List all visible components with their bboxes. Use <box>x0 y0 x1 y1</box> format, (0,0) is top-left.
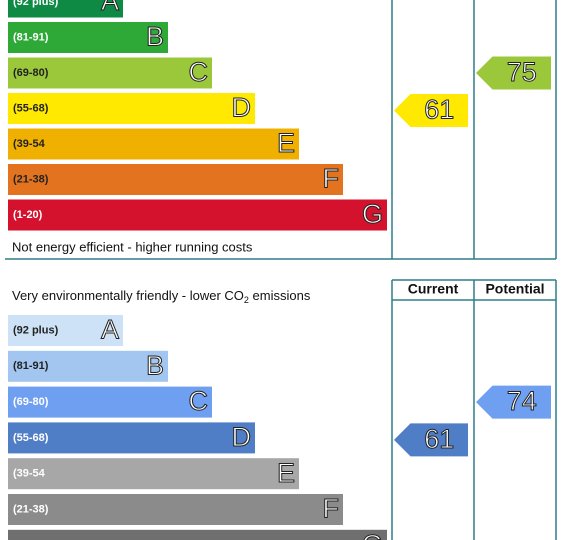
band-range: (69-80) <box>13 67 49 79</box>
intro-text: Very environmentally friendly - lower CO <box>12 288 244 303</box>
band-letter: F <box>323 164 340 194</box>
band-letter: D <box>232 93 252 123</box>
column-header: Current <box>408 281 459 297</box>
band-range: (21-38) <box>13 503 49 515</box>
band-letter: G <box>362 529 383 540</box>
potential-arrow <box>476 385 551 419</box>
environmental-frame <box>391 279 557 540</box>
footer-note: Not energy efficient - higher running co… <box>12 239 253 254</box>
column-header: Potential <box>485 281 544 297</box>
current-arrow-value: 61 <box>424 95 454 125</box>
band-range: (1-20) <box>13 209 43 221</box>
band-range: (55-68) <box>13 102 49 114</box>
intro-subscript: 2 <box>244 295 249 305</box>
rating-band <box>8 529 387 540</box>
rating-band <box>8 386 212 418</box>
rating-band <box>8 199 387 231</box>
band-letter: A <box>101 315 119 345</box>
band-letter: A <box>101 0 119 16</box>
band-range: (92 plus) <box>13 324 59 336</box>
band-letter: C <box>189 57 209 87</box>
rating-band <box>8 422 255 454</box>
band-letter: B <box>146 22 164 52</box>
band-letter: B <box>146 350 164 380</box>
band-range: (81-91) <box>13 31 49 43</box>
current-arrow <box>394 94 468 127</box>
rating-band <box>8 458 299 490</box>
rating-band <box>8 93 255 124</box>
band-range: (39-54 <box>13 468 46 480</box>
energy-frame <box>5 0 557 260</box>
band-letter: E <box>277 128 295 158</box>
intro-text: emissions <box>249 288 311 303</box>
rating-band <box>8 494 343 525</box>
band-letter: D <box>232 422 252 452</box>
band-range: (69-80) <box>13 396 49 408</box>
band-letter: F <box>323 494 340 524</box>
potential-arrow-value: 74 <box>507 386 537 416</box>
current-arrow <box>394 423 468 457</box>
rating-band <box>8 350 168 382</box>
band-range: (92 plus) <box>13 0 59 8</box>
band-range: (21-38) <box>13 173 49 185</box>
band-letter: C <box>189 386 209 416</box>
potential-arrow-value: 75 <box>507 57 537 87</box>
band-range: (81-91) <box>13 360 49 372</box>
potential-arrow <box>476 56 551 90</box>
intro-note: Very environmentally friendly - lower CO… <box>12 288 311 305</box>
rating-band <box>8 0 123 18</box>
rating-band <box>8 315 123 346</box>
band-range: (39-54 <box>13 138 46 150</box>
band-letter: G <box>362 199 383 229</box>
rating-band <box>8 128 299 160</box>
band-range: (55-68) <box>13 432 49 444</box>
rating-band <box>8 164 343 195</box>
rating-band <box>8 57 212 89</box>
rating-band <box>8 22 168 53</box>
current-arrow-value: 61 <box>424 424 454 454</box>
band-letter: E <box>277 458 295 488</box>
